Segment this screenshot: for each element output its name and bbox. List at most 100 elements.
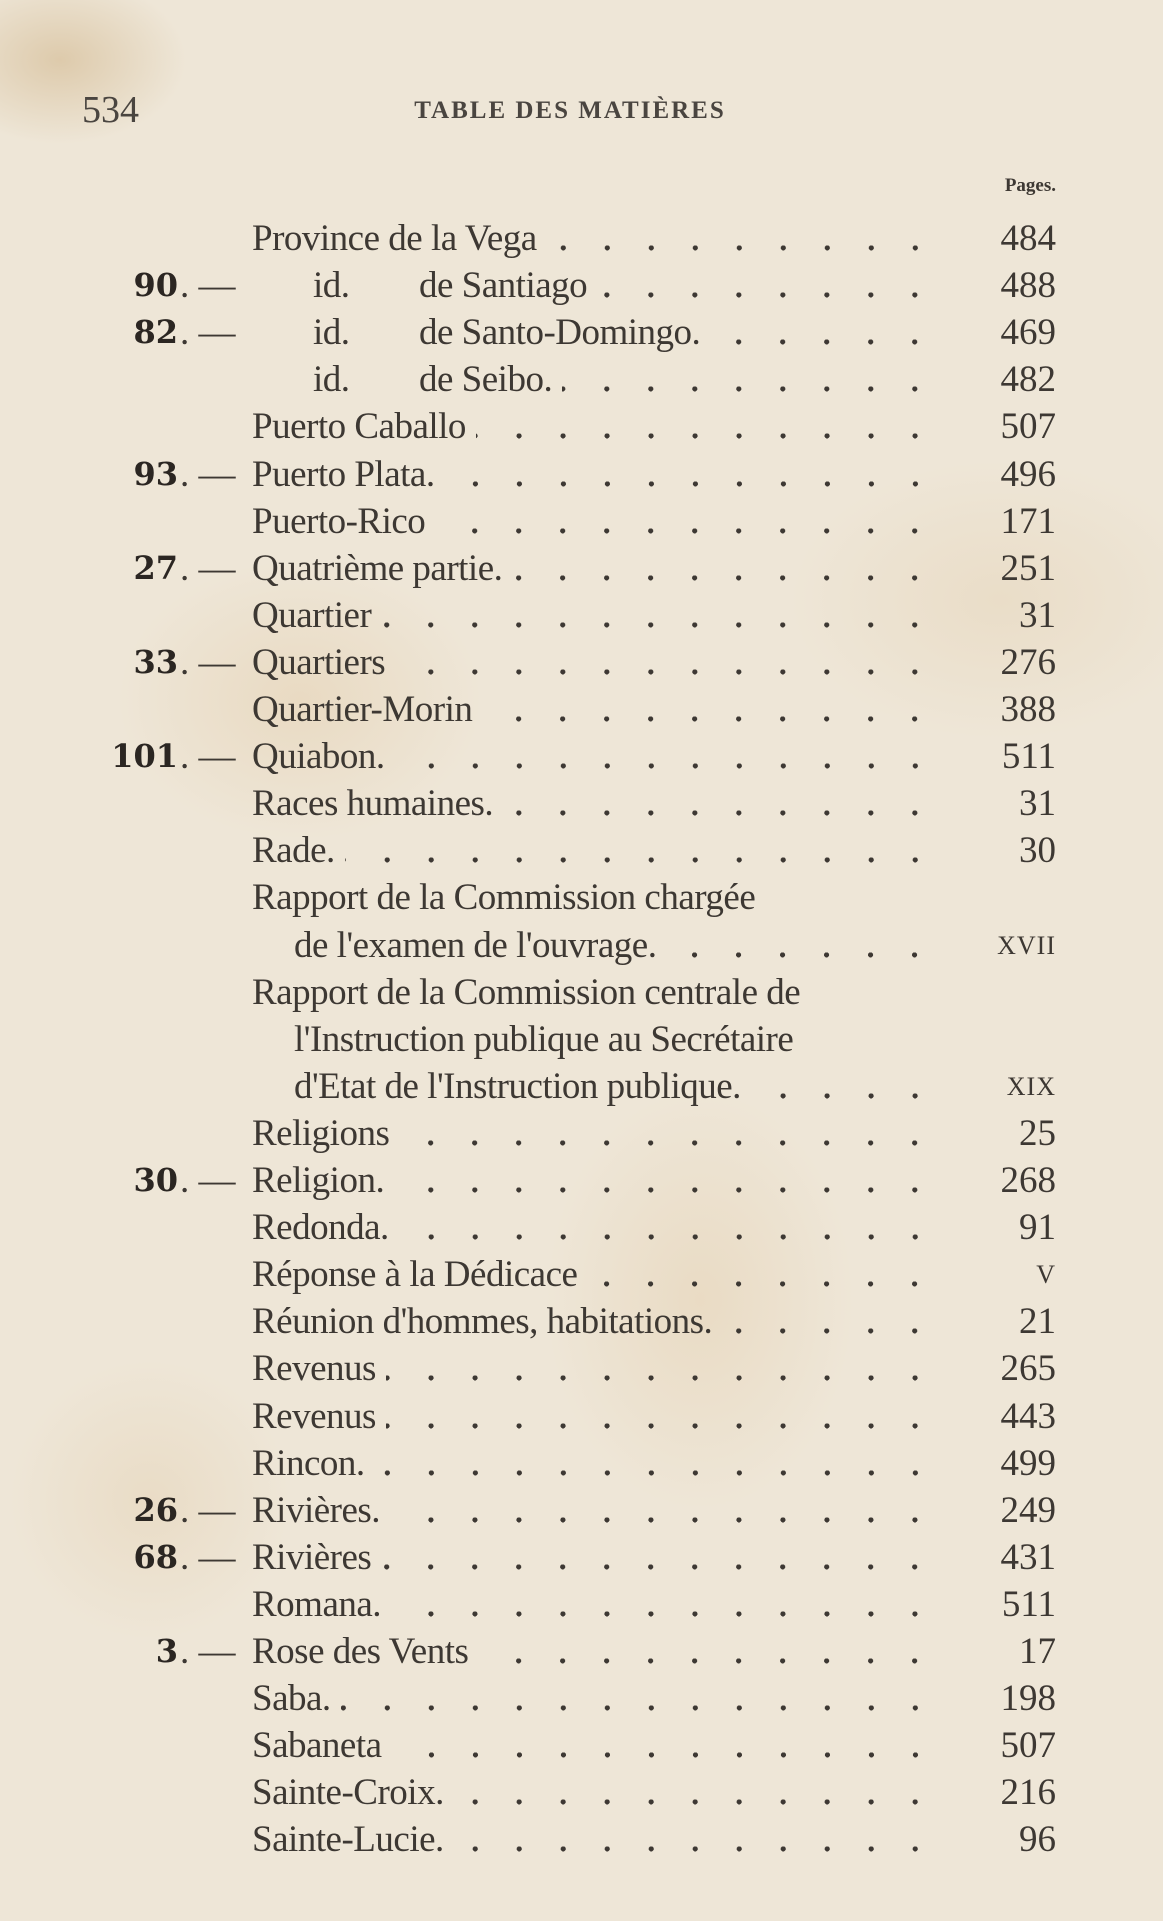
toc-entry: Réponse à la Dédicace V [0,1251,1163,1299]
toc-entry: Rincon. 499 [0,1439,1163,1487]
dot-leader [750,1062,937,1110]
entry-title: de Santiago [419,265,588,307]
entry-title: Rivières. [252,1489,381,1531]
toc-entry: Revenus 265 [0,1345,1163,1393]
entry-page: 496 [1000,453,1057,495]
entry-page: 488 [1000,265,1057,307]
toc-entry: 90. — id. de Santiago 488 [0,262,1163,310]
dot-leader [444,450,937,498]
entry-title: Redonda. [252,1207,389,1249]
section-number: 27 [133,548,178,587]
entry-page: 251 [1000,547,1057,589]
entry-title: Puerto Plata. [252,453,435,495]
entry-page: 469 [1000,312,1057,354]
toc-entry: Rapport de la Commission centrale de [0,969,1163,1016]
toc-entry: 27. — Quatrième partie. 251 [0,544,1163,592]
section-number: 30 [133,1161,178,1199]
toc-entry: 82. — id. de Santo-Domingo. 469 [0,309,1163,357]
entry-prefix: id. [313,359,350,401]
entry-page: 507 [1000,406,1057,448]
toc-entry: d'Etat de l'Instruction publique. XIX [0,1062,1163,1110]
entry-title: Revenus [252,1348,376,1390]
toc-entry: 3. — Rose des Vents 17 [0,1628,1163,1675]
entry-title: Revenus [252,1395,376,1437]
entry-page: 198 [1000,1678,1057,1720]
dot-leader [710,309,937,357]
pages-column-label: Pages. [1004,175,1056,196]
entry-page: 249 [1000,1489,1057,1531]
entry-page: 96 [1019,1819,1056,1861]
dot-leader [722,1298,937,1346]
dot-leader [398,1204,937,1252]
entry-page: 171 [1000,500,1057,542]
toc-entry: de l'examen de l'ouvrage. XVII [0,921,1163,969]
entry-page: 388 [1000,689,1057,730]
section-number: 26 [133,1490,178,1529]
entry-title: Quartier-Morin [252,689,473,730]
entry-title: Rade. [252,830,335,872]
dot-leader [395,638,937,686]
toc-entry: 93. — Puerto Plata. 496 [0,450,1163,498]
entry-title: Rincon. [252,1442,365,1484]
dot-leader [482,686,937,733]
toc-entry: Races humaines. 31 [0,780,1163,828]
entry-title: de Santo-Domingo. [419,312,701,354]
entry-page: 216 [1000,1772,1057,1814]
toc-entry: Sainte-Croix. 216 [0,1769,1163,1817]
page-number: 534 [82,89,139,131]
dot-leader [399,1109,937,1157]
dot-leader [546,215,937,262]
entry-title: Réponse à la Dédicace [252,1254,578,1296]
section-number: 3 [155,1632,178,1670]
toc-entry: 68. — Rivières 431 [0,1533,1163,1581]
entry-page: 484 [1000,218,1057,259]
section-number: 68 [133,1537,178,1576]
toc-entry: l'Instruction publique au Secrétaire [0,1016,1163,1063]
section-number: 82 [133,313,178,352]
entry-title: Quartier [252,594,372,636]
entry-title: Rose des Vents [252,1631,469,1672]
section-separator: . — [180,1489,236,1531]
dot-leader [394,733,937,781]
section-separator: . — [180,641,236,683]
dot-leader [587,1251,937,1299]
entry-page: 276 [1000,641,1057,683]
section-separator: . — [180,453,236,495]
dot-leader [562,356,937,404]
section-separator: . — [180,547,236,589]
toc-entry: 33. — Quartiers 276 [0,638,1163,686]
entry-title: Province de la Vega [252,218,537,259]
entry-page: 431 [1000,1536,1057,1578]
toc-entry: Redonda. 91 [0,1204,1163,1252]
dot-leader [503,780,937,828]
entry-prefix: id. [313,312,350,354]
entry-page: 511 [1001,1583,1056,1625]
toc-entry: Revenus 443 [0,1392,1163,1440]
dot-leader [390,1486,937,1534]
entry-page: 21 [1019,1301,1056,1343]
entry-page: 268 [1000,1160,1057,1201]
entry-page: 265 [1000,1348,1057,1390]
toc-entry: Romana. 511 [0,1580,1163,1628]
entry-page: V [1036,1260,1056,1290]
dot-leader [597,262,937,310]
section-number: 33 [133,642,178,681]
dot-leader [381,591,937,639]
dot-leader [385,1345,937,1393]
entry-title: Réunion d'hommes, habitations. [252,1301,713,1343]
dot-leader [512,544,937,592]
entry-title: Puerto-Rico [252,500,426,542]
toc-entry: 26. — Rivières. 249 [0,1486,1163,1534]
dot-leader [478,1628,937,1675]
entry-page: 30 [1019,830,1056,872]
entry-title: Puerto Caballo [252,406,466,448]
entry-title: Races humaines. [252,783,494,825]
entry-title: de l'examen de l'ouvrage. [294,924,657,966]
entry-title: Romana. [252,1583,382,1625]
entry-title: Religion. [252,1160,385,1201]
section-number: 93 [133,454,178,493]
dot-leader [435,497,937,545]
entry-title: Religions [252,1112,390,1154]
entry-title: Sainte-Lucie. [252,1819,444,1861]
entry-title: Quiabon. [252,736,385,778]
